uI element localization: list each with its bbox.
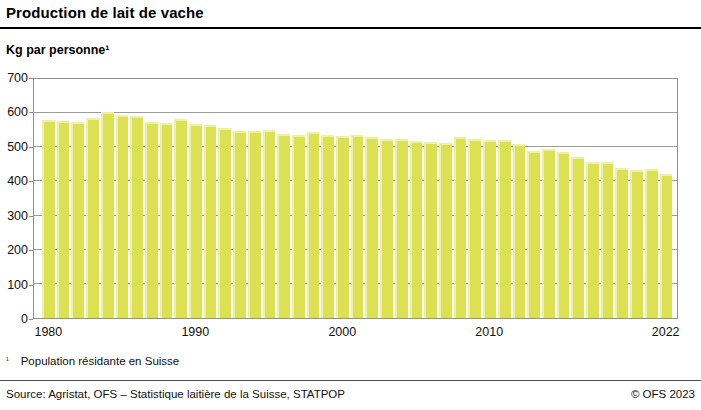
bar-1988: [160, 123, 173, 318]
bar-2010: [483, 140, 496, 318]
bar-1993: [233, 131, 246, 318]
bar-1982: [71, 122, 84, 318]
bar-2006: [424, 142, 437, 318]
y-tick-mark: [29, 78, 33, 79]
bars-container: [34, 79, 677, 318]
y-tick-label-200: 200: [0, 244, 28, 257]
plot-area: [33, 78, 678, 319]
y-tick-mark: [29, 285, 33, 286]
bar-2009: [468, 139, 481, 318]
y-tick-label-500: 500: [0, 141, 28, 154]
bar-2017: [586, 162, 599, 318]
bar-1998: [307, 132, 320, 318]
y-tick-mark: [29, 181, 33, 182]
y-tick-label-400: 400: [0, 175, 28, 188]
bar-1984: [101, 112, 114, 318]
title-rule: [0, 27, 701, 29]
bar-2014: [542, 149, 555, 318]
bar-2003: [380, 139, 393, 318]
bar-2021: [645, 169, 658, 318]
x-tick-label-2022: 2022: [652, 325, 680, 339]
bar-1995: [263, 130, 276, 318]
bar-2012: [513, 144, 526, 318]
bar-1980: [42, 120, 55, 318]
bar-2002: [365, 137, 378, 318]
bar-2022: [660, 174, 673, 318]
y-tick-label-700: 700: [0, 72, 28, 85]
bar-1992: [218, 128, 231, 318]
page-title: Production de lait de vache: [6, 4, 204, 21]
bar-2018: [601, 162, 614, 318]
bar-1983: [86, 118, 99, 318]
bar-1981: [57, 121, 70, 318]
bar-2013: [527, 151, 540, 318]
bar-2005: [410, 141, 423, 318]
x-tick-label-2010: 2010: [475, 325, 503, 339]
bar-1990: [189, 124, 202, 318]
y-tick-label-600: 600: [0, 106, 28, 119]
y-tick-mark: [29, 216, 33, 217]
bar-2011: [498, 140, 511, 318]
y-tick-mark: [29, 250, 33, 251]
y-tick-label-0: 0: [0, 313, 28, 326]
bar-1996: [277, 134, 290, 318]
y-tick-mark: [29, 112, 33, 113]
bar-1999: [321, 135, 334, 318]
bar-2020: [630, 170, 643, 318]
footnote-marker: ¹: [6, 356, 9, 365]
y-tick-mark: [29, 147, 33, 148]
bar-1989: [174, 119, 187, 318]
bar-1986: [130, 116, 143, 318]
bar-2007: [439, 143, 452, 318]
footnote: ¹ Population résidante en Suisse: [6, 355, 179, 367]
x-tick-label-1980: 1980: [34, 325, 62, 339]
bar-1987: [145, 122, 158, 318]
bar-2008: [454, 137, 467, 318]
bar-2004: [395, 139, 408, 318]
bar-1997: [292, 135, 305, 318]
axis-unit-label: Kg par personne¹: [6, 43, 110, 57]
footer: Source: Agristat, OFS – Statistique lait…: [6, 388, 695, 400]
footer-divider: [0, 380, 701, 381]
y-tick-label-100: 100: [0, 279, 28, 292]
bar-2016: [571, 157, 584, 318]
y-tick-mark: [29, 319, 33, 320]
x-tick-label-1990: 1990: [181, 325, 209, 339]
bar-1994: [248, 131, 261, 318]
bar-2000: [336, 136, 349, 318]
y-tick-label-300: 300: [0, 210, 28, 223]
source-text: Source: Agristat, OFS – Statistique lait…: [6, 388, 345, 400]
bar-1991: [204, 125, 217, 318]
bar-2019: [615, 168, 628, 318]
bar-2015: [557, 152, 570, 318]
footnote-text: Population résidante en Suisse: [21, 355, 180, 367]
chart-page: Production de lait de vache Kg par perso…: [0, 0, 701, 410]
bar-1985: [116, 115, 129, 318]
bar-2001: [351, 135, 364, 318]
x-tick-label-2000: 2000: [328, 325, 356, 339]
copyright-text: © OFS 2023: [631, 388, 695, 400]
